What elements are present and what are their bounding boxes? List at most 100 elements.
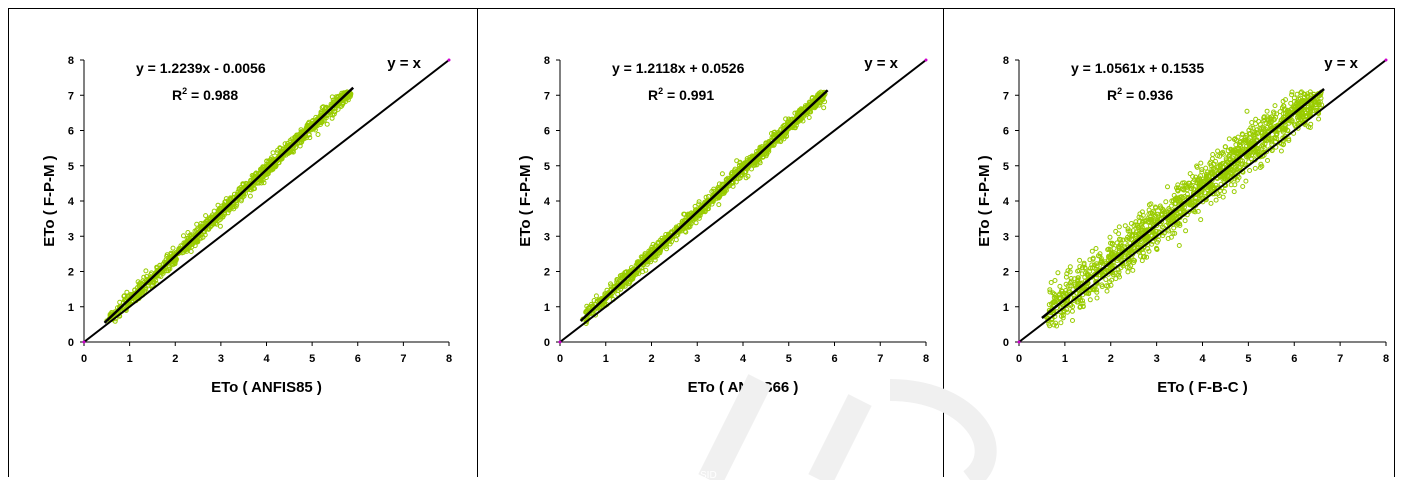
data-point — [716, 202, 722, 208]
data-point — [1099, 282, 1105, 288]
data-point — [1273, 132, 1279, 138]
data-point — [1298, 112, 1303, 118]
data-point — [792, 110, 798, 116]
data-point — [1243, 137, 1249, 143]
data-point — [1217, 153, 1223, 159]
data-point — [1087, 268, 1093, 274]
data-point — [1266, 136, 1271, 142]
data-point — [1186, 180, 1192, 186]
data-point — [1251, 135, 1257, 141]
data-point — [1111, 246, 1117, 251]
data-point — [1192, 209, 1198, 215]
data-point — [1054, 323, 1060, 329]
data-point — [593, 293, 599, 299]
x-tick-label: 7 — [1337, 353, 1343, 365]
data-point — [1067, 283, 1073, 289]
data-point — [206, 226, 212, 232]
data-point — [715, 185, 721, 190]
x-tick-label: 5 — [309, 353, 315, 365]
data-point — [1237, 139, 1243, 145]
x-tick-label: 8 — [923, 353, 929, 365]
data-point — [1059, 291, 1065, 297]
data-point — [683, 229, 689, 235]
data-point — [1311, 98, 1317, 104]
data-point — [1204, 173, 1210, 179]
x-tick-label: 0 — [81, 353, 87, 365]
data-point — [1094, 263, 1100, 269]
data-point — [1108, 240, 1113, 246]
data-point — [187, 233, 193, 239]
data-point — [1094, 289, 1100, 295]
data-point — [1305, 93, 1311, 99]
identity-line — [1018, 59, 1387, 343]
data-point — [1304, 114, 1310, 120]
data-point — [338, 104, 344, 110]
x-tick-label: 5 — [786, 353, 792, 365]
data-point — [329, 115, 335, 121]
data-point — [230, 195, 236, 201]
x-tick-label: 4 — [740, 353, 747, 365]
data-point — [1162, 209, 1168, 215]
data-point — [1182, 218, 1188, 224]
data-point — [797, 107, 803, 113]
frame-top-border — [8, 8, 1395, 9]
data-point — [1163, 199, 1169, 205]
data-point — [622, 281, 628, 287]
data-point — [680, 223, 686, 229]
data-point — [1220, 151, 1226, 157]
data-point — [1240, 161, 1246, 167]
data-point — [762, 151, 768, 157]
data-point — [1087, 297, 1093, 303]
x-tick-label: 8 — [446, 353, 452, 365]
data-point — [1125, 228, 1131, 234]
x-tick-label: 1 — [127, 353, 133, 365]
r-squared-superscript: 2 — [658, 86, 663, 96]
y-tick-label: 1 — [68, 302, 74, 314]
panel-divider-1 — [477, 8, 478, 477]
data-point — [1274, 111, 1280, 117]
end-marker — [1384, 58, 1388, 62]
data-point — [1117, 236, 1122, 242]
panel-divider-2 — [943, 8, 944, 477]
y-tick-label: 2 — [1003, 267, 1009, 279]
data-point — [1220, 194, 1226, 200]
data-point — [188, 249, 194, 254]
chart-panel-2: 0 1 2 3 4 5 6 7 8 0 1 2 3 4 5 6 7 8 ETo ( ANFIS66 ) ETo ( F… — [517, 55, 929, 396]
x-tick-label: 4 — [263, 353, 270, 365]
data-point — [194, 221, 200, 227]
x-tick-label: 2 — [172, 353, 178, 365]
data-point — [348, 91, 354, 97]
y-tick-label: 2 — [68, 267, 74, 279]
data-point — [615, 288, 621, 293]
data-point — [170, 245, 176, 251]
data-point — [1071, 293, 1077, 299]
data-point — [734, 158, 740, 164]
identity-line-label: y = x — [387, 55, 421, 72]
data-point — [1153, 205, 1159, 211]
data-point — [1110, 272, 1116, 278]
data-point — [220, 214, 226, 220]
data-point — [778, 131, 784, 137]
data-point — [1217, 163, 1223, 169]
data-point — [719, 171, 725, 177]
data-point — [1068, 276, 1074, 281]
data-point — [1252, 165, 1258, 171]
data-point — [345, 97, 351, 103]
data-point — [1183, 228, 1189, 234]
data-point — [1225, 148, 1231, 154]
data-point — [1130, 267, 1136, 273]
data-point — [323, 105, 329, 111]
data-point — [1232, 182, 1238, 188]
data-point — [132, 296, 138, 302]
data-point — [1253, 152, 1259, 158]
data-point — [1232, 165, 1238, 170]
data-point — [1208, 163, 1214, 169]
data-point — [1223, 171, 1229, 177]
data-point — [1081, 285, 1087, 291]
data-point — [693, 220, 699, 226]
data-point — [1253, 116, 1259, 122]
data-point — [1142, 218, 1148, 224]
data-point — [1126, 260, 1131, 266]
data-point — [143, 268, 149, 274]
data-point — [1282, 124, 1288, 130]
